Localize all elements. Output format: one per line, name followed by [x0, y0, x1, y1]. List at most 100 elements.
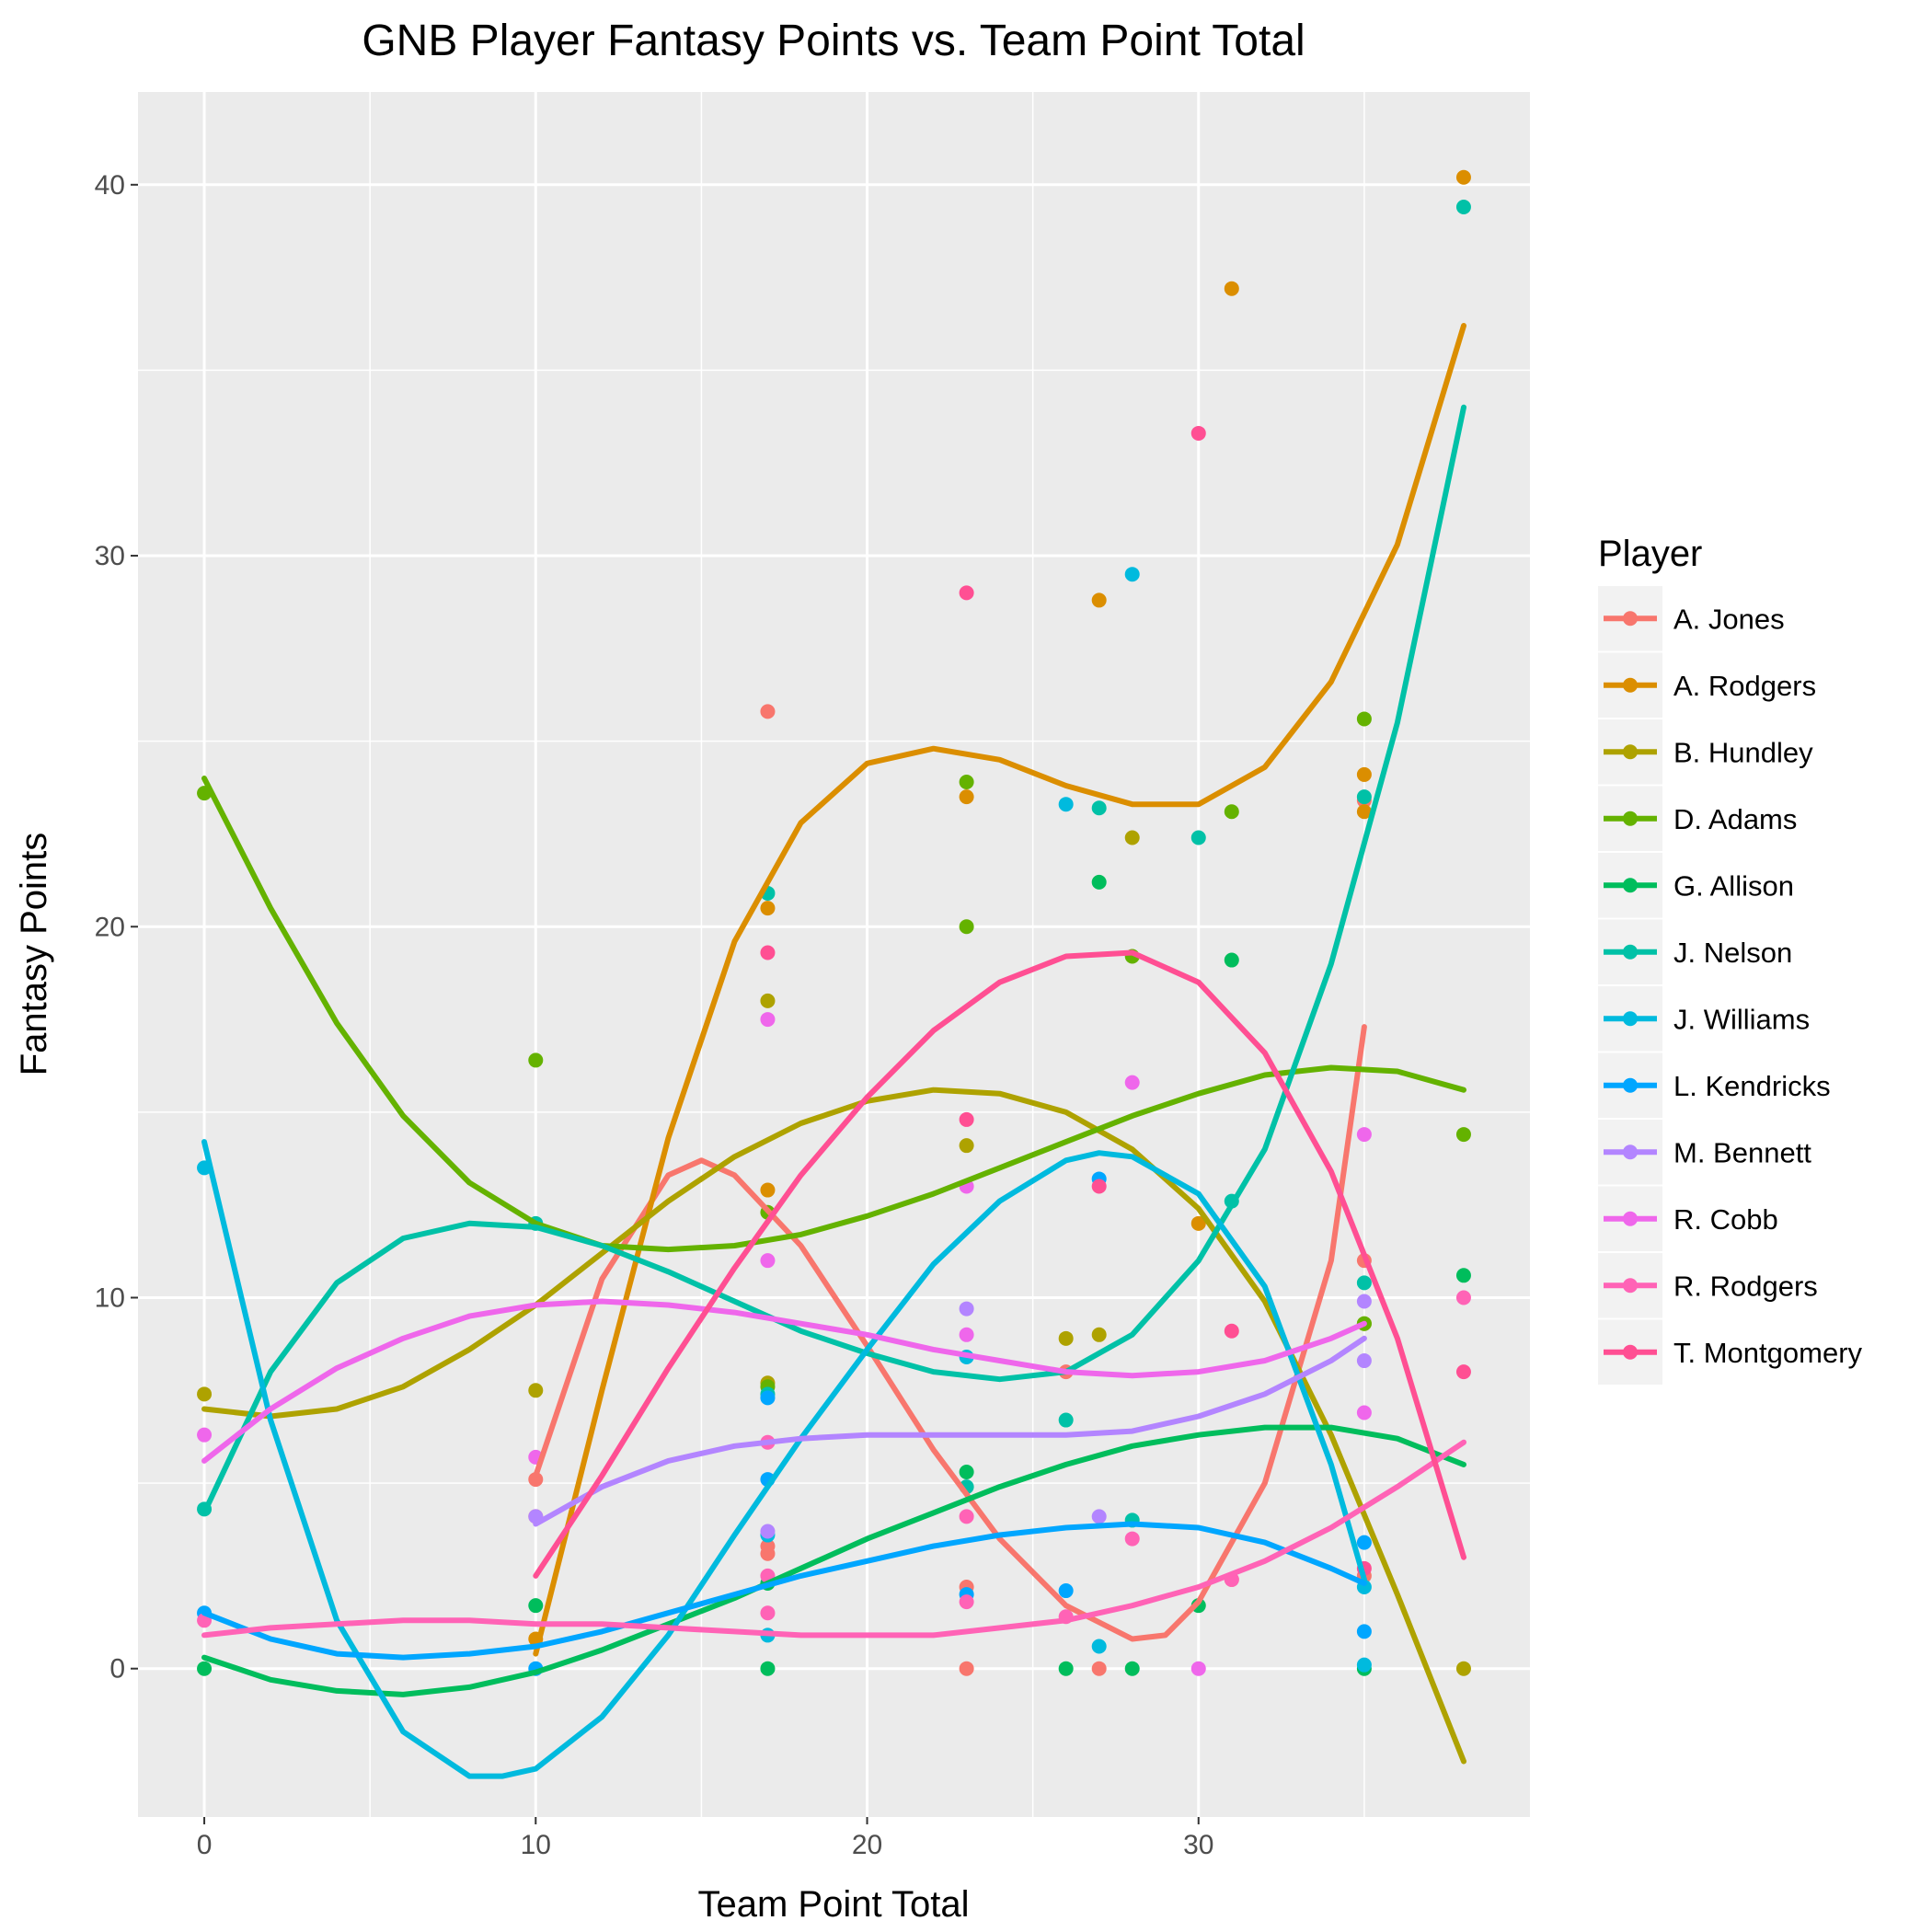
legend-swatch	[1623, 944, 1638, 960]
data-point	[1224, 952, 1239, 968]
legend-swatch	[1623, 1011, 1638, 1027]
x-axis: 0 10 20 30	[197, 1817, 1213, 1860]
legend-title: Player	[1598, 534, 1702, 574]
legend-label: T. Montgomery	[1673, 1337, 1863, 1369]
legend: Player A. Jones A. Rodgers B. Hundley D. Ad…	[1598, 534, 1863, 1385]
data-point	[959, 789, 974, 805]
trend-lines	[201, 323, 1466, 1779]
data-point	[528, 1383, 544, 1398]
legend-label: B. Hundley	[1673, 736, 1813, 768]
data-point	[1224, 1323, 1239, 1339]
data-point	[1058, 1583, 1074, 1599]
trend-line	[201, 776, 1466, 1253]
trend-line	[201, 1424, 1466, 1697]
x-axis-title: Team Point Total	[698, 1884, 970, 1925]
data-point	[1356, 1535, 1372, 1550]
legend-label: A. Rodgers	[1673, 670, 1816, 702]
trend-line	[201, 1298, 1367, 1464]
trend-line	[201, 1439, 1466, 1639]
x-tick-label: 10	[521, 1830, 551, 1860]
legend-label: A. Jones	[1673, 603, 1785, 635]
legend-label: J. Nelson	[1673, 937, 1792, 969]
data-point	[959, 775, 974, 789]
data-point	[760, 1538, 776, 1554]
data-point	[1356, 1405, 1372, 1420]
x-tick-label: 20	[852, 1830, 882, 1860]
data-point	[959, 1138, 974, 1154]
data-point	[760, 901, 776, 916]
legend-swatch	[1623, 744, 1638, 760]
y-tick-label: 0	[109, 1654, 125, 1685]
x-tick-label: 0	[197, 1830, 213, 1860]
data-point	[1356, 1624, 1372, 1639]
data-point	[1058, 1412, 1074, 1428]
trend-line	[533, 949, 1466, 1579]
data-point	[1058, 1661, 1074, 1676]
data-point	[1224, 804, 1239, 820]
data-point	[1455, 1364, 1471, 1380]
data-point	[1091, 1509, 1107, 1524]
data-point	[1224, 281, 1239, 296]
data-point	[1455, 1661, 1471, 1676]
data-point	[959, 1509, 974, 1524]
y-axis-title: Fantasy Points	[14, 833, 54, 1076]
legend-swatch	[1623, 1077, 1638, 1093]
y-tick-label: 30	[95, 541, 125, 571]
data-point	[528, 1052, 544, 1068]
data-point	[1091, 592, 1107, 608]
data-point	[1190, 830, 1206, 845]
legend-swatch	[1623, 1211, 1638, 1226]
data-point	[959, 1465, 974, 1479]
legend-swatch	[1623, 611, 1638, 627]
trend-line	[201, 1521, 1367, 1661]
data-point	[528, 1598, 544, 1614]
legend-label: M. Bennett	[1673, 1136, 1811, 1168]
legend-swatch	[1623, 878, 1638, 893]
legend-swatch	[1623, 1278, 1638, 1294]
data-point	[959, 1327, 974, 1342]
data-point	[1091, 800, 1107, 816]
legend-label: J. Williams	[1673, 1003, 1810, 1035]
data-point	[1356, 711, 1372, 727]
data-point	[197, 1427, 213, 1443]
legend-label: R. Cobb	[1673, 1203, 1778, 1236]
chart-title: GNB Player Fantasy Points vs. Team Point…	[362, 17, 1305, 65]
data-point	[1091, 1327, 1107, 1342]
data-point	[1455, 1127, 1471, 1143]
data-point	[1356, 804, 1372, 820]
legend-label: D. Adams	[1673, 803, 1797, 835]
data-point	[1091, 1179, 1107, 1194]
data-point	[959, 585, 974, 601]
data-point	[760, 945, 776, 960]
legend-label: G. Allison	[1673, 869, 1794, 902]
y-tick-label: 40	[95, 170, 125, 201]
data-point	[528, 1472, 544, 1488]
legend-label: R. Rodgers	[1673, 1270, 1818, 1302]
data-point	[959, 1594, 974, 1610]
data-point	[1058, 797, 1074, 812]
data-point	[1356, 1275, 1372, 1291]
data-point	[760, 1182, 776, 1198]
data-point	[1356, 1294, 1372, 1309]
data-point	[1455, 169, 1471, 185]
data-point	[959, 919, 974, 935]
data-point	[1124, 1531, 1140, 1547]
x-tick-label: 30	[1183, 1830, 1213, 1860]
trend-line	[201, 1087, 1466, 1765]
data-point	[1058, 1330, 1074, 1346]
data-point	[760, 1605, 776, 1621]
data-point	[1190, 1215, 1206, 1231]
y-tick-label: 20	[95, 912, 125, 942]
data-point	[1124, 567, 1140, 582]
data-point	[760, 1661, 776, 1676]
data-point	[1356, 789, 1372, 805]
legend-label: L. Kendricks	[1673, 1070, 1831, 1102]
y-axis: 0 10 20 30 40	[95, 170, 138, 1685]
data-point	[1124, 1661, 1140, 1676]
data-point	[197, 1386, 213, 1402]
legend-swatch	[1623, 1344, 1638, 1360]
data-point	[959, 1301, 974, 1317]
data-point	[1091, 874, 1107, 890]
legend-swatch	[1623, 1144, 1638, 1160]
